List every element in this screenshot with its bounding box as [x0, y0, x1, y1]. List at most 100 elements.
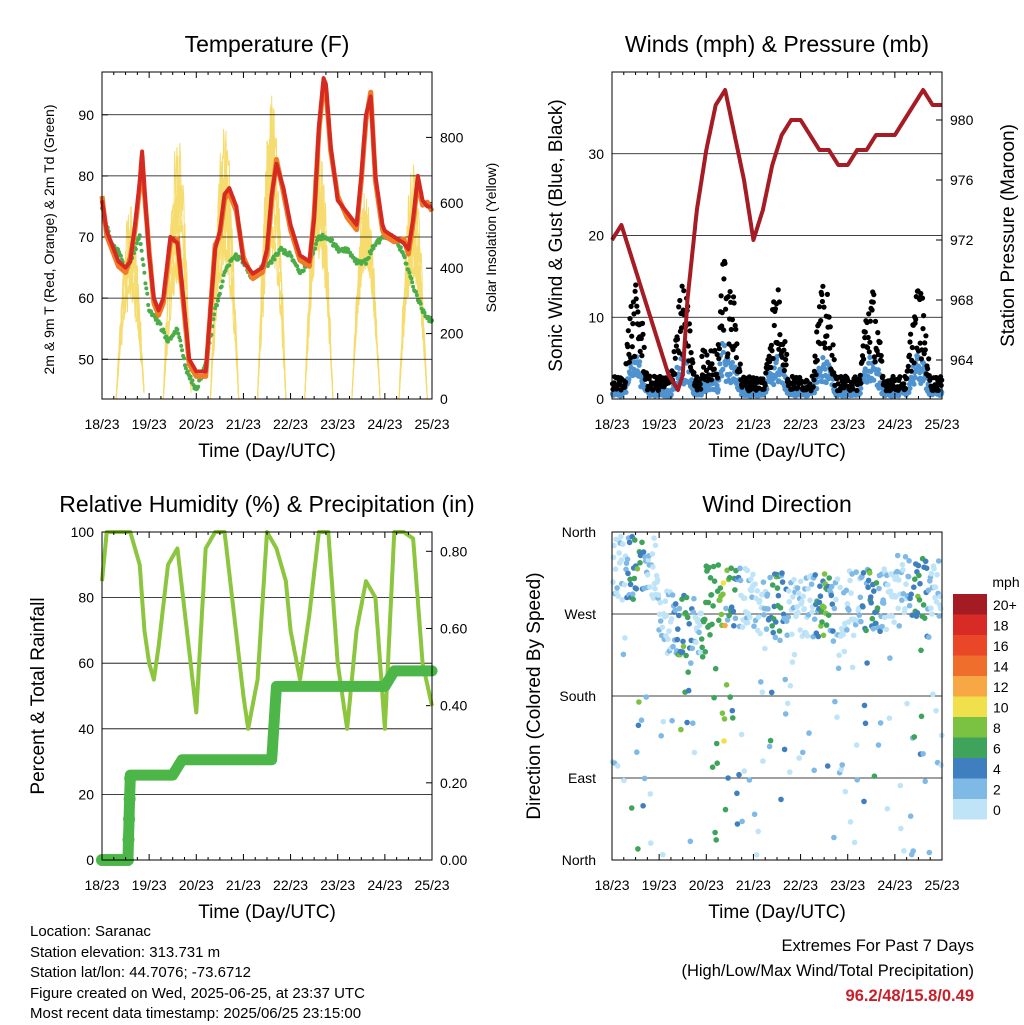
direction-point: [922, 778, 928, 785]
wind-point: [871, 377, 877, 383]
direction-point: [773, 619, 779, 625]
wind-point: [822, 366, 828, 372]
direction-point: [684, 719, 690, 726]
wind-point: [720, 349, 727, 355]
direction-point: [806, 730, 812, 736]
direction-point: [688, 660, 694, 666]
gust-point: [824, 291, 831, 297]
direction-point: [909, 612, 915, 618]
dewpoint-point: [134, 241, 139, 246]
y-tick-label: 50: [78, 351, 94, 367]
direction-point: [779, 570, 785, 576]
y-tick-label: West: [564, 606, 596, 622]
direction-point: [643, 694, 649, 700]
direction-point: [614, 763, 621, 769]
gust-point: [871, 354, 878, 360]
direction-point: [805, 585, 811, 592]
legend-swatch: [953, 676, 987, 697]
insolation-line: [162, 142, 192, 400]
gust-point: [783, 362, 789, 368]
direction-point: [627, 576, 633, 583]
direction-point: [754, 588, 760, 594]
wind-point: [820, 355, 826, 361]
direction-point: [731, 623, 737, 629]
direction-point: [849, 664, 856, 671]
gust-point: [630, 321, 636, 327]
legend-label: 10: [993, 700, 1009, 716]
direction-point: [836, 652, 842, 659]
direction-point: [868, 600, 874, 606]
gust-point: [731, 300, 737, 306]
wind-point: [714, 382, 720, 389]
gust-point: [866, 311, 872, 317]
precip-dots: [96, 772, 137, 866]
legend-label: 14: [993, 659, 1009, 675]
direction-point: [739, 624, 746, 630]
direction-point: [628, 805, 635, 811]
dewpoint-point: [295, 264, 300, 269]
legend-swatch: [953, 758, 987, 779]
precip-point: [122, 833, 135, 846]
gust-point: [686, 321, 693, 327]
direction-point: [900, 567, 906, 573]
gust-point: [708, 377, 715, 383]
direction-point: [647, 584, 653, 590]
direction-point: [651, 535, 657, 541]
dewpoint-point: [364, 261, 368, 266]
wind-point: [912, 374, 918, 380]
direction-point: [644, 572, 651, 578]
direction-point: [795, 609, 801, 616]
dewpoint-point: [140, 257, 145, 262]
direction-point: [748, 576, 754, 582]
direction-point: [869, 615, 876, 622]
gust-point: [827, 345, 833, 351]
legend-label: 16: [993, 638, 1009, 654]
direction-point: [691, 595, 697, 602]
x-tick-label: 21/23: [226, 416, 261, 432]
precip-point: [124, 772, 137, 785]
direction-point: [682, 610, 689, 616]
wind-point: [720, 366, 726, 372]
direction-point: [795, 590, 802, 597]
gust-point: [725, 294, 732, 300]
direction-series: [609, 533, 945, 858]
x-tick-label: 20/23: [179, 416, 214, 432]
x-tick-label: 24/23: [877, 416, 912, 432]
gust-point: [716, 356, 722, 362]
direction-point: [640, 549, 647, 555]
gust-point: [688, 350, 694, 356]
gust-point: [819, 298, 826, 305]
direction-point: [902, 554, 909, 560]
x-tick-label: 21/23: [736, 877, 771, 893]
y-tick-label: 0: [596, 391, 604, 407]
direction-point: [867, 594, 874, 600]
direction-point: [705, 599, 712, 606]
direction-point: [721, 716, 728, 722]
direction-point: [837, 584, 843, 591]
gust-point: [862, 329, 868, 335]
direction-point: [654, 576, 661, 583]
direction-point: [791, 651, 798, 658]
direction-point: [726, 574, 733, 581]
direction-point: [674, 636, 681, 643]
dewpoint-point: [398, 245, 403, 250]
direction-point: [672, 601, 679, 607]
direction-point: [875, 742, 882, 748]
gust-point: [867, 318, 874, 324]
dewpoint-point: [118, 253, 123, 258]
x-axis-label: Time (Day/UTC): [708, 902, 846, 923]
direction-point: [745, 619, 751, 626]
dewpoint-point: [215, 303, 219, 308]
dewpoint-point: [136, 236, 141, 241]
direction-point: [786, 599, 793, 605]
direction-point: [655, 592, 662, 598]
gust-point: [746, 374, 753, 380]
direction-point: [828, 592, 835, 599]
gust-point: [705, 359, 711, 365]
direction-point: [769, 623, 775, 629]
direction-point: [887, 655, 893, 661]
gust-point: [768, 364, 774, 371]
precip-line: [96, 665, 438, 866]
direction-point: [757, 630, 764, 637]
x-tick-label: 20/23: [179, 877, 214, 893]
